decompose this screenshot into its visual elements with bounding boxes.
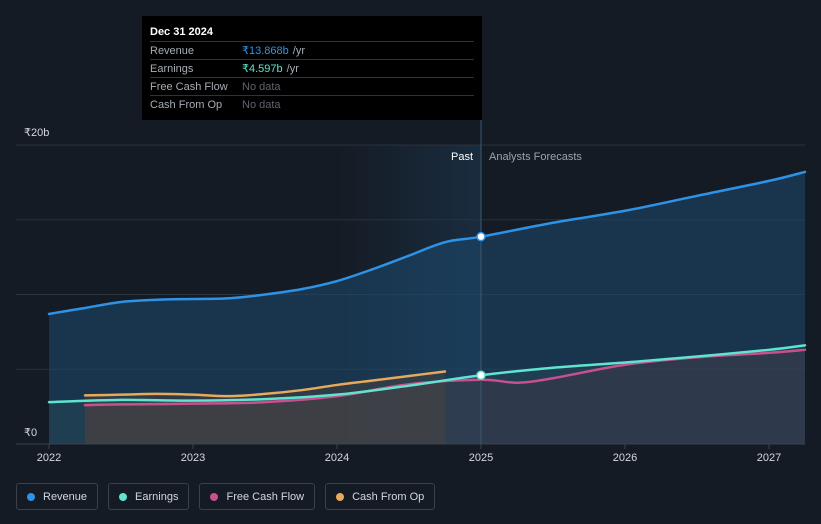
- legend-label: Cash From Op: [352, 490, 425, 503]
- legend-item-revenue[interactable]: Revenue: [16, 483, 99, 510]
- legend-dot-icon: [119, 492, 128, 501]
- forecast-label: Analysts Forecasts: [489, 151, 582, 163]
- past-label: Past: [451, 151, 473, 163]
- series-areas: [49, 171, 805, 444]
- tooltip-value: No data: [242, 98, 281, 111]
- legend-label: Free Cash Flow: [226, 490, 305, 503]
- x-tick-label: 2025: [469, 452, 493, 464]
- tooltip-label: Cash From Op: [150, 98, 223, 111]
- line-revenue: [47, 170, 807, 316]
- x-tick-label: 2026: [613, 452, 637, 464]
- tooltip-label: Revenue: [150, 44, 195, 57]
- area-revenue: [49, 171, 805, 444]
- tooltip-unit: /yr: [286, 62, 299, 75]
- line-cash-from-op: [83, 370, 447, 398]
- y-axis-label-top: ₹20b: [24, 127, 49, 139]
- marker-revenue: [476, 231, 486, 242]
- tooltip-label: Free Cash Flow: [150, 80, 228, 93]
- legend-label: Revenue: [43, 490, 88, 503]
- tooltip-panel: Dec 31 2024 Revenue ₹13.868b /yr Earning…: [142, 16, 482, 120]
- tooltip-value: ₹4.597b: [242, 63, 283, 75]
- legend-dot-icon: [210, 492, 219, 501]
- area-free-cash-flow: [85, 349, 805, 444]
- financial-chart: ₹20b ₹0 Past Analysts Forecasts 2022 2023…: [16, 118, 807, 464]
- tooltip-unit: /yr: [292, 44, 305, 57]
- x-axis-ticks: 2022 2023 2024 2025 2026 2027: [37, 444, 781, 464]
- legend-label: Earnings: [135, 490, 179, 503]
- x-tick-label: 2022: [37, 452, 61, 464]
- legend-item-earnings[interactable]: Earnings: [108, 483, 190, 510]
- y-axis-label-bottom: ₹0: [24, 427, 37, 439]
- tooltip-row-cash-from-op: Cash From Op No data: [150, 95, 474, 113]
- legend-item-free-cash-flow[interactable]: Free Cash Flow: [199, 483, 316, 510]
- tooltip-value: No data: [242, 80, 281, 93]
- tooltip-row-revenue: Revenue ₹13.868b /yr: [150, 41, 474, 59]
- x-tick-label: 2027: [757, 452, 781, 464]
- chart-legend: Revenue Earnings Free Cash Flow Cash Fro…: [16, 483, 445, 510]
- line-earnings: [47, 344, 807, 404]
- legend-dot-icon: [336, 492, 345, 501]
- x-tick-label: 2023: [181, 452, 205, 464]
- tooltip-row-free-cash-flow: Free Cash Flow No data: [150, 77, 474, 95]
- tooltip-label: Earnings: [150, 62, 194, 75]
- tooltip-markers: [476, 231, 486, 381]
- x-tick-label: 2024: [325, 452, 349, 464]
- tooltip-date: Dec 31 2024: [150, 26, 213, 38]
- legend-item-cash-from-op[interactable]: Cash From Op: [325, 483, 436, 510]
- legend-dot-icon: [27, 492, 35, 501]
- marker-earnings: [476, 370, 486, 381]
- tooltip-row-earnings: Earnings ₹4.597b /yr: [150, 59, 474, 77]
- area-cash-from-op: [85, 371, 445, 444]
- area-earnings: [49, 345, 805, 444]
- tooltip-value: ₹13.868b: [242, 45, 289, 57]
